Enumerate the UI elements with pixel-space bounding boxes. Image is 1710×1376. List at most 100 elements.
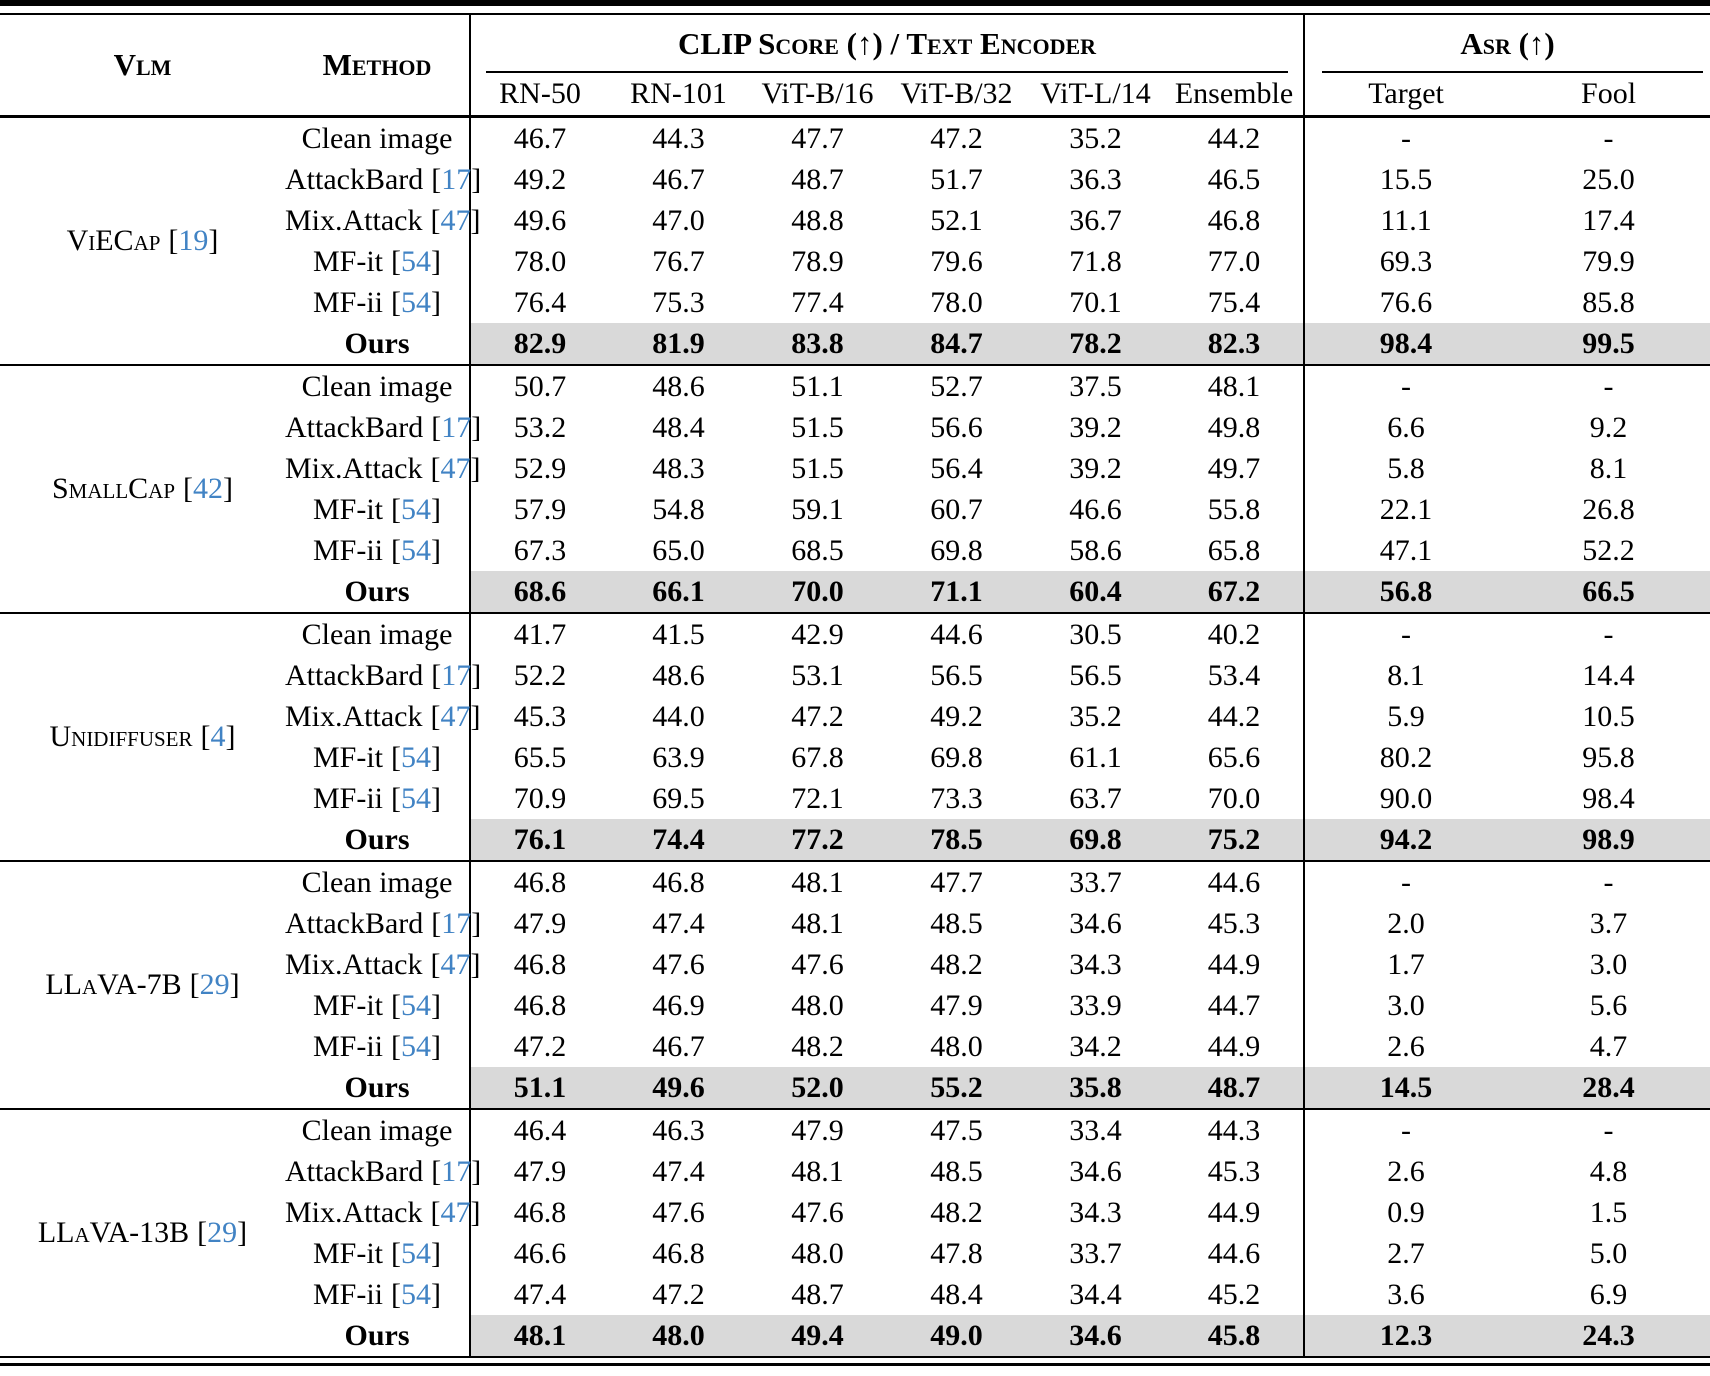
value-cell: 45.8 (1165, 1315, 1305, 1357)
value-cell: 80.2 (1303, 737, 1508, 778)
value-cell: 46.8 (469, 860, 609, 903)
value-cell: 94.2 (1303, 819, 1508, 861)
value-cell: 66.1 (609, 571, 748, 613)
value-cell: 46.8 (609, 860, 748, 903)
value-cell: 48.5 (930, 1154, 983, 1188)
citation-link[interactable]: 47 (440, 451, 471, 485)
method-cell: Ours (285, 819, 470, 861)
value-cell: 34.2 (1069, 1029, 1122, 1063)
value-cell: 46.8 (469, 1192, 609, 1233)
value-cell: 44.9 (1207, 947, 1261, 981)
value-cell: 78.9 (791, 244, 844, 278)
citation-link[interactable]: 54 (401, 740, 432, 774)
citation-link[interactable]: 54 (401, 244, 432, 278)
method-cell: MF-it [54] (285, 241, 470, 282)
citation-link[interactable]: 17 (441, 162, 472, 196)
value-cell: 49.4 (748, 1315, 887, 1357)
value-cell: 77.2 (748, 819, 887, 861)
vlm-name: LLaVA-13B (37, 1216, 190, 1249)
citation-link[interactable]: 54 (401, 1029, 432, 1063)
value-cell: 48.0 (930, 1029, 983, 1063)
citation: [54] (391, 533, 442, 567)
citation: [42] (183, 472, 234, 505)
citation-link[interactable]: 54 (401, 781, 432, 815)
citation-link[interactable]: 54 (401, 988, 432, 1022)
method-cell: MF-ii [54] (285, 1274, 470, 1315)
value-cell: 49.8 (1207, 410, 1261, 444)
value-cell: 48.7 (791, 1277, 844, 1311)
value-cell: 48.7 (791, 162, 844, 196)
method-label: MF-it (312, 1236, 384, 1270)
value-cell: 69.3 (1303, 241, 1508, 282)
method-label: Mix.Attack (285, 451, 423, 485)
citation-link[interactable]: 54 (401, 1236, 432, 1270)
citation-link[interactable]: 47 (440, 1195, 471, 1229)
value-cell: 67.3 (469, 530, 609, 571)
citation: [54] (391, 781, 442, 815)
citation-link[interactable]: 17 (441, 410, 472, 444)
method-label: MF-ii (312, 781, 384, 815)
method-label: Mix.Attack (285, 203, 423, 237)
value-cell: 46.7 (652, 1029, 705, 1063)
vlm-cell: ViECap [19] (0, 117, 285, 366)
value-cell: 99.5 (1507, 323, 1710, 365)
citation: [47] (430, 699, 481, 733)
value-cell: 44.2 (1207, 121, 1261, 155)
value-cell: 34.6 (1069, 1154, 1122, 1188)
citation: [4] (200, 720, 236, 753)
method-label: Mix.Attack (285, 1195, 423, 1229)
citation-link[interactable]: 47 (440, 699, 471, 733)
value-cell: 11.1 (1303, 200, 1508, 241)
value-cell: 47.2 (652, 1277, 705, 1311)
value-cell: 46.7 (469, 116, 609, 159)
citation-link[interactable]: 17 (441, 658, 472, 692)
citation-link[interactable]: 29 (207, 1216, 238, 1249)
method-cell: MF-it [54] (285, 489, 470, 530)
table-row: Ours 51.1 49.6 52.0 55.2 35.8 48.7 14.5 28.4 (0, 1067, 1710, 1109)
table-row: Mix.Attack [47] 45.3 44.0 47.2 49.2 35.2 44.2 5.… (0, 696, 1710, 737)
value-cell: 39.2 (1069, 410, 1122, 444)
method-cell: MF-ii [54] (285, 530, 470, 571)
value-cell: 65.6 (1207, 740, 1261, 774)
value-cell: 47.6 (791, 947, 844, 981)
citation-link[interactable]: 54 (401, 1277, 432, 1311)
value-cell: 35.2 (1069, 699, 1122, 733)
value-cell: 48.0 (791, 1236, 844, 1270)
citation-link[interactable]: 54 (401, 492, 432, 526)
method-cell: Clean image (285, 1108, 470, 1151)
value-cell: 46.4 (469, 1108, 609, 1151)
citation-link[interactable]: 47 (440, 203, 471, 237)
citation-link[interactable]: 42 (193, 472, 224, 505)
value-cell: 68.6 (469, 571, 609, 613)
method-cell: AttackBard [17] (285, 903, 481, 944)
value-cell: 51.5 (791, 410, 844, 444)
value-cell: 75.3 (652, 285, 705, 319)
value-cell: 41.7 (469, 612, 609, 655)
citation-link[interactable]: 4 (210, 720, 226, 753)
value-cell: 47.4 (469, 1274, 609, 1315)
citation-link[interactable]: 17 (441, 1154, 472, 1188)
table-row: Mix.Attack [47] 49.6 47.0 48.8 52.1 36.7 46.8 11… (0, 200, 1710, 241)
value-cell: 60.4 (1026, 571, 1165, 613)
citation-link[interactable]: 54 (401, 285, 432, 319)
value-cell: 49.6 (469, 200, 609, 241)
citation-link[interactable]: 19 (178, 224, 209, 257)
citation-link[interactable]: 47 (440, 947, 471, 981)
value-cell: 54.8 (652, 492, 705, 526)
method-cell: MF-ii [54] (285, 778, 470, 819)
value-cell: 61.1 (1069, 740, 1122, 774)
header-col-rn101: RN-101 (609, 73, 748, 118)
value-cell: 46.3 (609, 1108, 748, 1151)
value-cell: 69.8 (930, 740, 983, 774)
value-cell: 49.2 (469, 159, 609, 200)
citation-link[interactable]: 54 (401, 533, 432, 567)
method-label: Ours (344, 822, 410, 856)
value-cell: 28.4 (1507, 1067, 1710, 1109)
value-cell: 46.8 (469, 944, 609, 985)
header-col-vit-b16: ViT-B/16 (748, 73, 887, 118)
citation-link[interactable]: 17 (441, 906, 472, 940)
vlm-cell: Unidiffuser [4] (0, 612, 285, 861)
method-label: AttackBard (285, 906, 424, 940)
value-cell: 70.0 (1207, 781, 1261, 815)
citation-link[interactable]: 29 (199, 968, 230, 1001)
